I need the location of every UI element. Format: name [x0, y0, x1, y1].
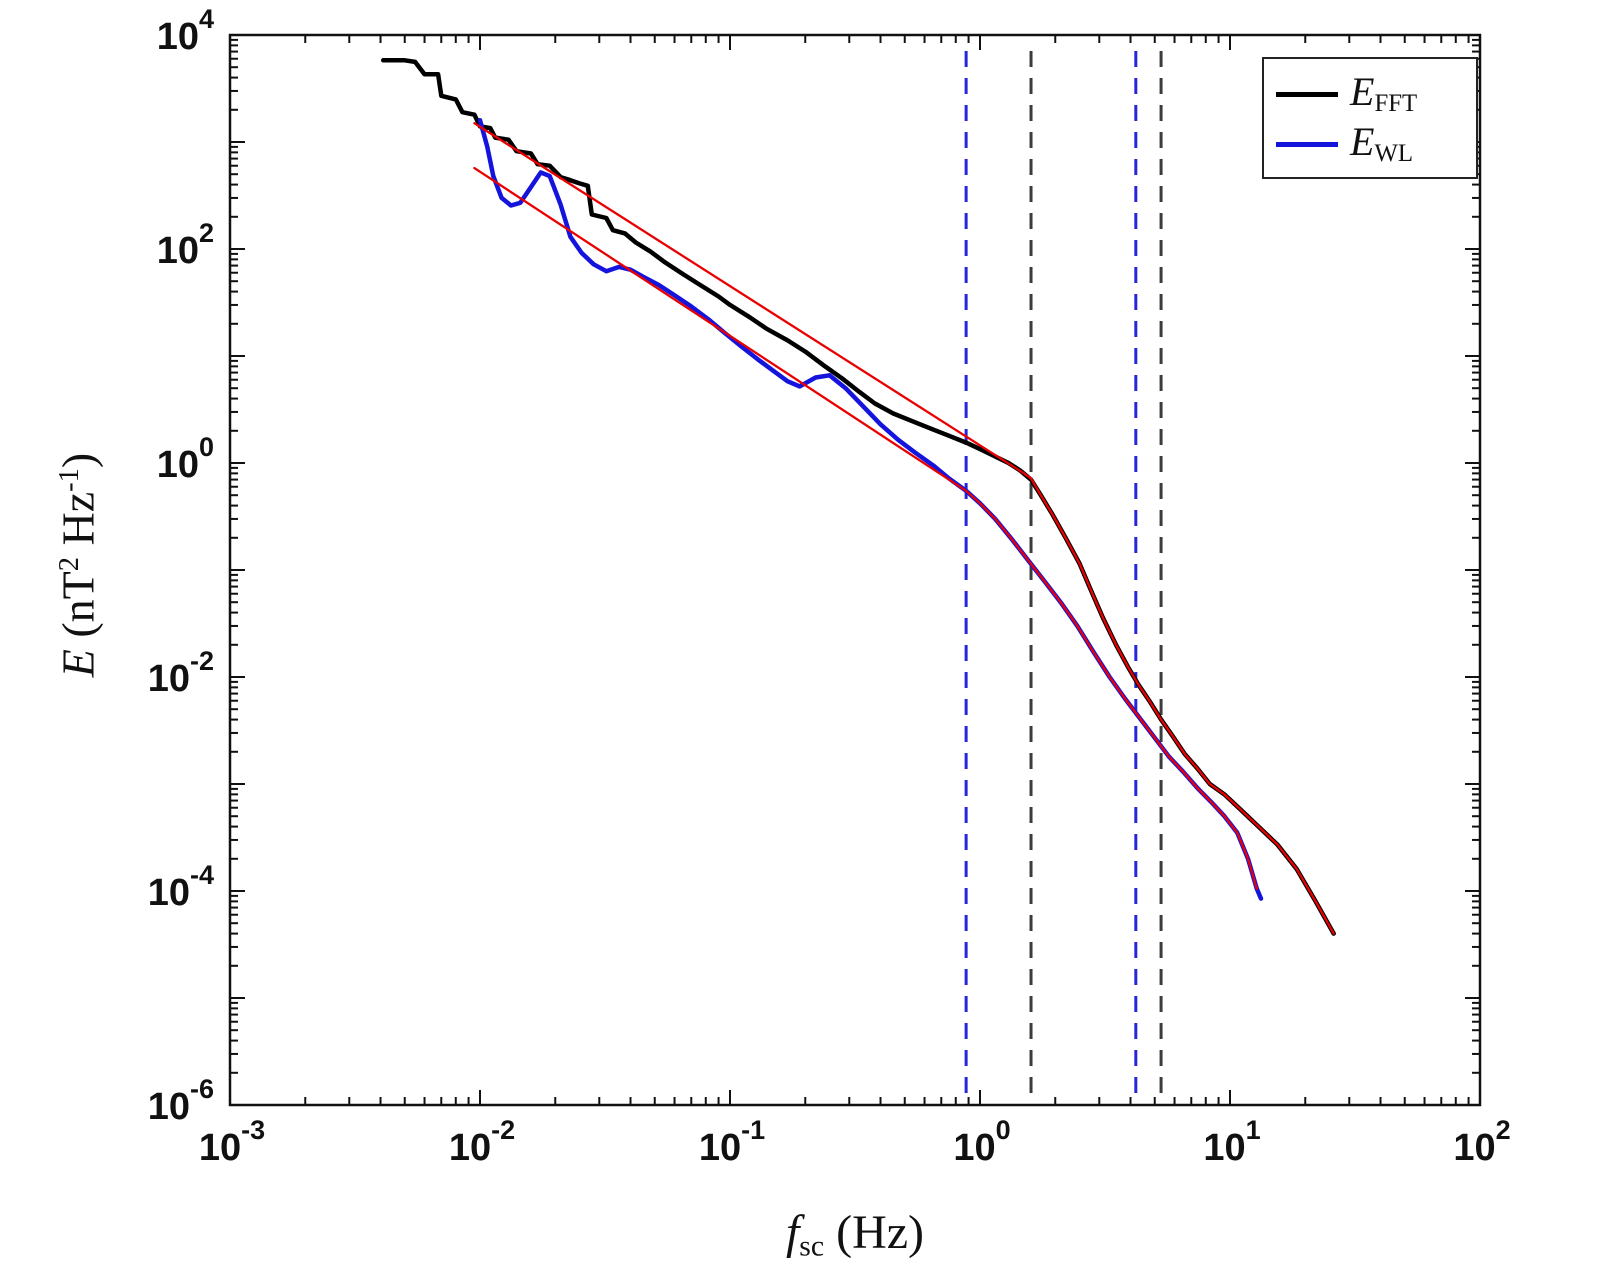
- x-axis-label: fsc (Hz): [786, 1205, 924, 1263]
- x-tick-label: 101: [1203, 1115, 1260, 1169]
- axes-box: [228, 33, 1482, 1107]
- y-tick-label: 10-6: [148, 1074, 214, 1128]
- label-segment: 2: [53, 556, 85, 572]
- x-tick-label: 10-3: [199, 1115, 265, 1169]
- tick-labels: 10-3 10-2 10-1 100 101 102 104 102 100 10-2 10-4 10…: [148, 4, 1511, 1169]
- y-tick-label: 100: [157, 432, 214, 486]
- curve-E_WL: [477, 117, 1264, 901]
- legend-line-sample: [1276, 91, 1338, 97]
- label-segment: f: [785, 1206, 800, 1259]
- y-tick-label: 10-4: [148, 860, 214, 914]
- x-tick-label: 100: [953, 1115, 1010, 1169]
- label-segment: (nT: [52, 571, 104, 650]
- legend-entry-WL: EWL: [1276, 119, 1462, 169]
- label-segment: (Hz): [824, 1206, 925, 1259]
- legend-entry-FFT: EFFT: [1276, 69, 1462, 119]
- curve-fit_WL: [473, 166, 1258, 890]
- axis-ticks: [229, 34, 1481, 1106]
- y-tick-label: 104: [157, 4, 214, 58]
- label-segment: E: [52, 649, 104, 678]
- label-segment: ): [52, 452, 104, 469]
- legend-label: EWL: [1350, 118, 1413, 167]
- curve-fit_FFT: [473, 122, 1335, 935]
- label-segment: -1: [53, 468, 85, 492]
- label-segment: Hz: [52, 491, 104, 557]
- legend-line-sample: [1276, 141, 1338, 147]
- x-tick-label: 10-2: [449, 1115, 515, 1169]
- x-tick-label: 10-1: [699, 1115, 765, 1169]
- y-tick-label: 102: [157, 218, 214, 272]
- label-segment: sc: [799, 1229, 825, 1263]
- y-tick-label: 10-2: [148, 646, 214, 700]
- y-axis-label: E (nT2 Hz-1): [52, 453, 105, 678]
- x-tick-label: 102: [1453, 1115, 1510, 1169]
- legend: EFFT EWL: [1262, 57, 1478, 179]
- legend-label: EFFT: [1350, 68, 1418, 117]
